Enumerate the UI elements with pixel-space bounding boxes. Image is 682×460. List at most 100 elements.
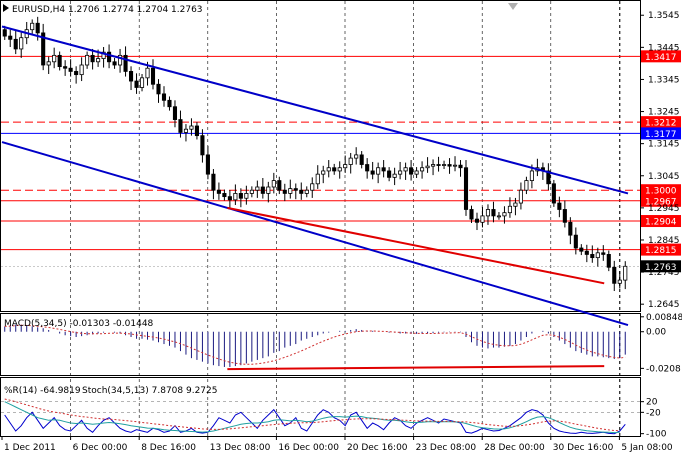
level-lines xyxy=(1,55,640,267)
candle-body xyxy=(227,196,232,201)
main-panel-frame xyxy=(0,0,641,312)
stoch-signal-line xyxy=(4,398,620,432)
candle-body xyxy=(568,221,573,236)
candle-body xyxy=(343,164,348,169)
candle-body xyxy=(222,193,227,198)
macd-panel-frame xyxy=(0,313,641,376)
candle-body xyxy=(178,119,183,133)
candle-body xyxy=(2,29,7,37)
level-price-label: 1.2967 xyxy=(645,197,677,207)
candle-body xyxy=(463,167,469,210)
candle-body xyxy=(573,234,578,249)
y-tick-label: 1.3445 xyxy=(648,43,680,53)
y-tick-label: 1.2645 xyxy=(648,300,680,310)
candle-body xyxy=(601,252,606,255)
candle-body xyxy=(474,218,480,223)
candle-body xyxy=(52,54,57,63)
candle-body xyxy=(387,170,392,178)
candle-body xyxy=(172,106,178,120)
wpr-label: %R(14) -64.9819 xyxy=(4,386,81,396)
candle-body xyxy=(321,170,326,175)
candle-body xyxy=(200,135,205,156)
level-price-tag xyxy=(641,215,681,228)
candle-body xyxy=(365,164,370,172)
y-tick-label: 1.2845 xyxy=(648,236,680,246)
stoch-panel-frame xyxy=(0,377,641,437)
candle-body xyxy=(557,202,562,210)
candle-body xyxy=(112,61,117,66)
autoscroll-arrow-icon[interactable] xyxy=(508,3,518,10)
candle-body xyxy=(441,164,447,166)
x-tick-label: 30 Dec 16:00 xyxy=(553,443,614,453)
candle-body xyxy=(403,167,408,172)
candle-body xyxy=(277,180,282,191)
candle-body xyxy=(546,170,551,185)
candle-body xyxy=(63,66,68,69)
candle-body xyxy=(513,202,518,207)
last-price-tag xyxy=(641,260,681,273)
candle-body xyxy=(381,167,386,172)
candle-body xyxy=(134,80,139,88)
candle-body xyxy=(485,209,491,217)
channel-upper-line xyxy=(1,25,629,195)
level-price-tag xyxy=(641,243,681,256)
candle-body xyxy=(233,193,238,201)
candle-body xyxy=(518,189,523,204)
candle-body xyxy=(326,167,331,172)
candle-body xyxy=(189,125,194,130)
candle-body xyxy=(551,183,556,204)
level-price-label: 1.2815 xyxy=(645,246,677,256)
candle-body xyxy=(348,157,353,165)
last-price-label: 1.2763 xyxy=(645,263,677,273)
stoch-series xyxy=(1,398,640,435)
candle-body xyxy=(85,54,90,66)
candle-body xyxy=(145,67,150,79)
y-tick-label: 1.2745 xyxy=(648,268,680,278)
x-tick-label: 13 Dec 08:00 xyxy=(210,443,271,453)
candle-body xyxy=(288,188,293,194)
candles xyxy=(2,16,628,292)
candle-body xyxy=(79,64,84,76)
candle-body xyxy=(19,37,24,50)
candle-body xyxy=(480,215,485,223)
candle-body xyxy=(266,186,271,194)
candle-body xyxy=(595,252,600,259)
candle-body xyxy=(354,154,359,159)
y-tick-label: 1.3145 xyxy=(648,140,680,150)
x-tick-label: 8 Dec 16:00 xyxy=(141,443,196,453)
candle-body xyxy=(420,167,425,172)
candle-body xyxy=(584,250,589,255)
candle-body xyxy=(617,279,622,284)
candle-body xyxy=(249,189,254,194)
candle-body xyxy=(238,193,243,199)
candle-body xyxy=(562,209,567,223)
candle-body xyxy=(579,247,584,252)
x-axis: 1 Dec 2011 6 Dec 00:00 8 Dec 16:00 13 Dec 0… xyxy=(1,436,673,453)
y-tick-label: 1.3345 xyxy=(648,75,680,85)
candle-body xyxy=(496,215,502,218)
level-price-tag xyxy=(641,127,681,140)
symbol-header: EURUSD,H4 1.2706 1.2774 1.2704 1.2763 xyxy=(12,5,203,15)
candle-body xyxy=(107,51,112,63)
candle-body xyxy=(359,154,364,165)
candle-body xyxy=(30,22,35,31)
candle-body xyxy=(491,209,496,217)
level-price-tag xyxy=(641,194,681,207)
candle-body xyxy=(337,167,342,172)
candle-body xyxy=(167,99,172,108)
macd-y-tick-label: 0.00848 xyxy=(646,313,682,323)
candle-body xyxy=(216,189,221,194)
macd-label: MACD(5,34,5) -0.01303 -0.01448 xyxy=(4,319,154,329)
candle-body xyxy=(370,170,375,175)
candle-body xyxy=(293,188,298,191)
candle-body xyxy=(96,58,101,63)
macd-trendline xyxy=(227,365,605,371)
candle-body xyxy=(101,51,106,59)
x-tick-label: 6 Dec 00:00 xyxy=(73,443,128,453)
candle-body xyxy=(8,35,13,40)
x-tick-label: 23 Dec 08:00 xyxy=(416,443,477,453)
trendlines xyxy=(1,25,629,327)
level-price-label: 1.2904 xyxy=(645,218,677,228)
candle-body xyxy=(452,164,458,167)
